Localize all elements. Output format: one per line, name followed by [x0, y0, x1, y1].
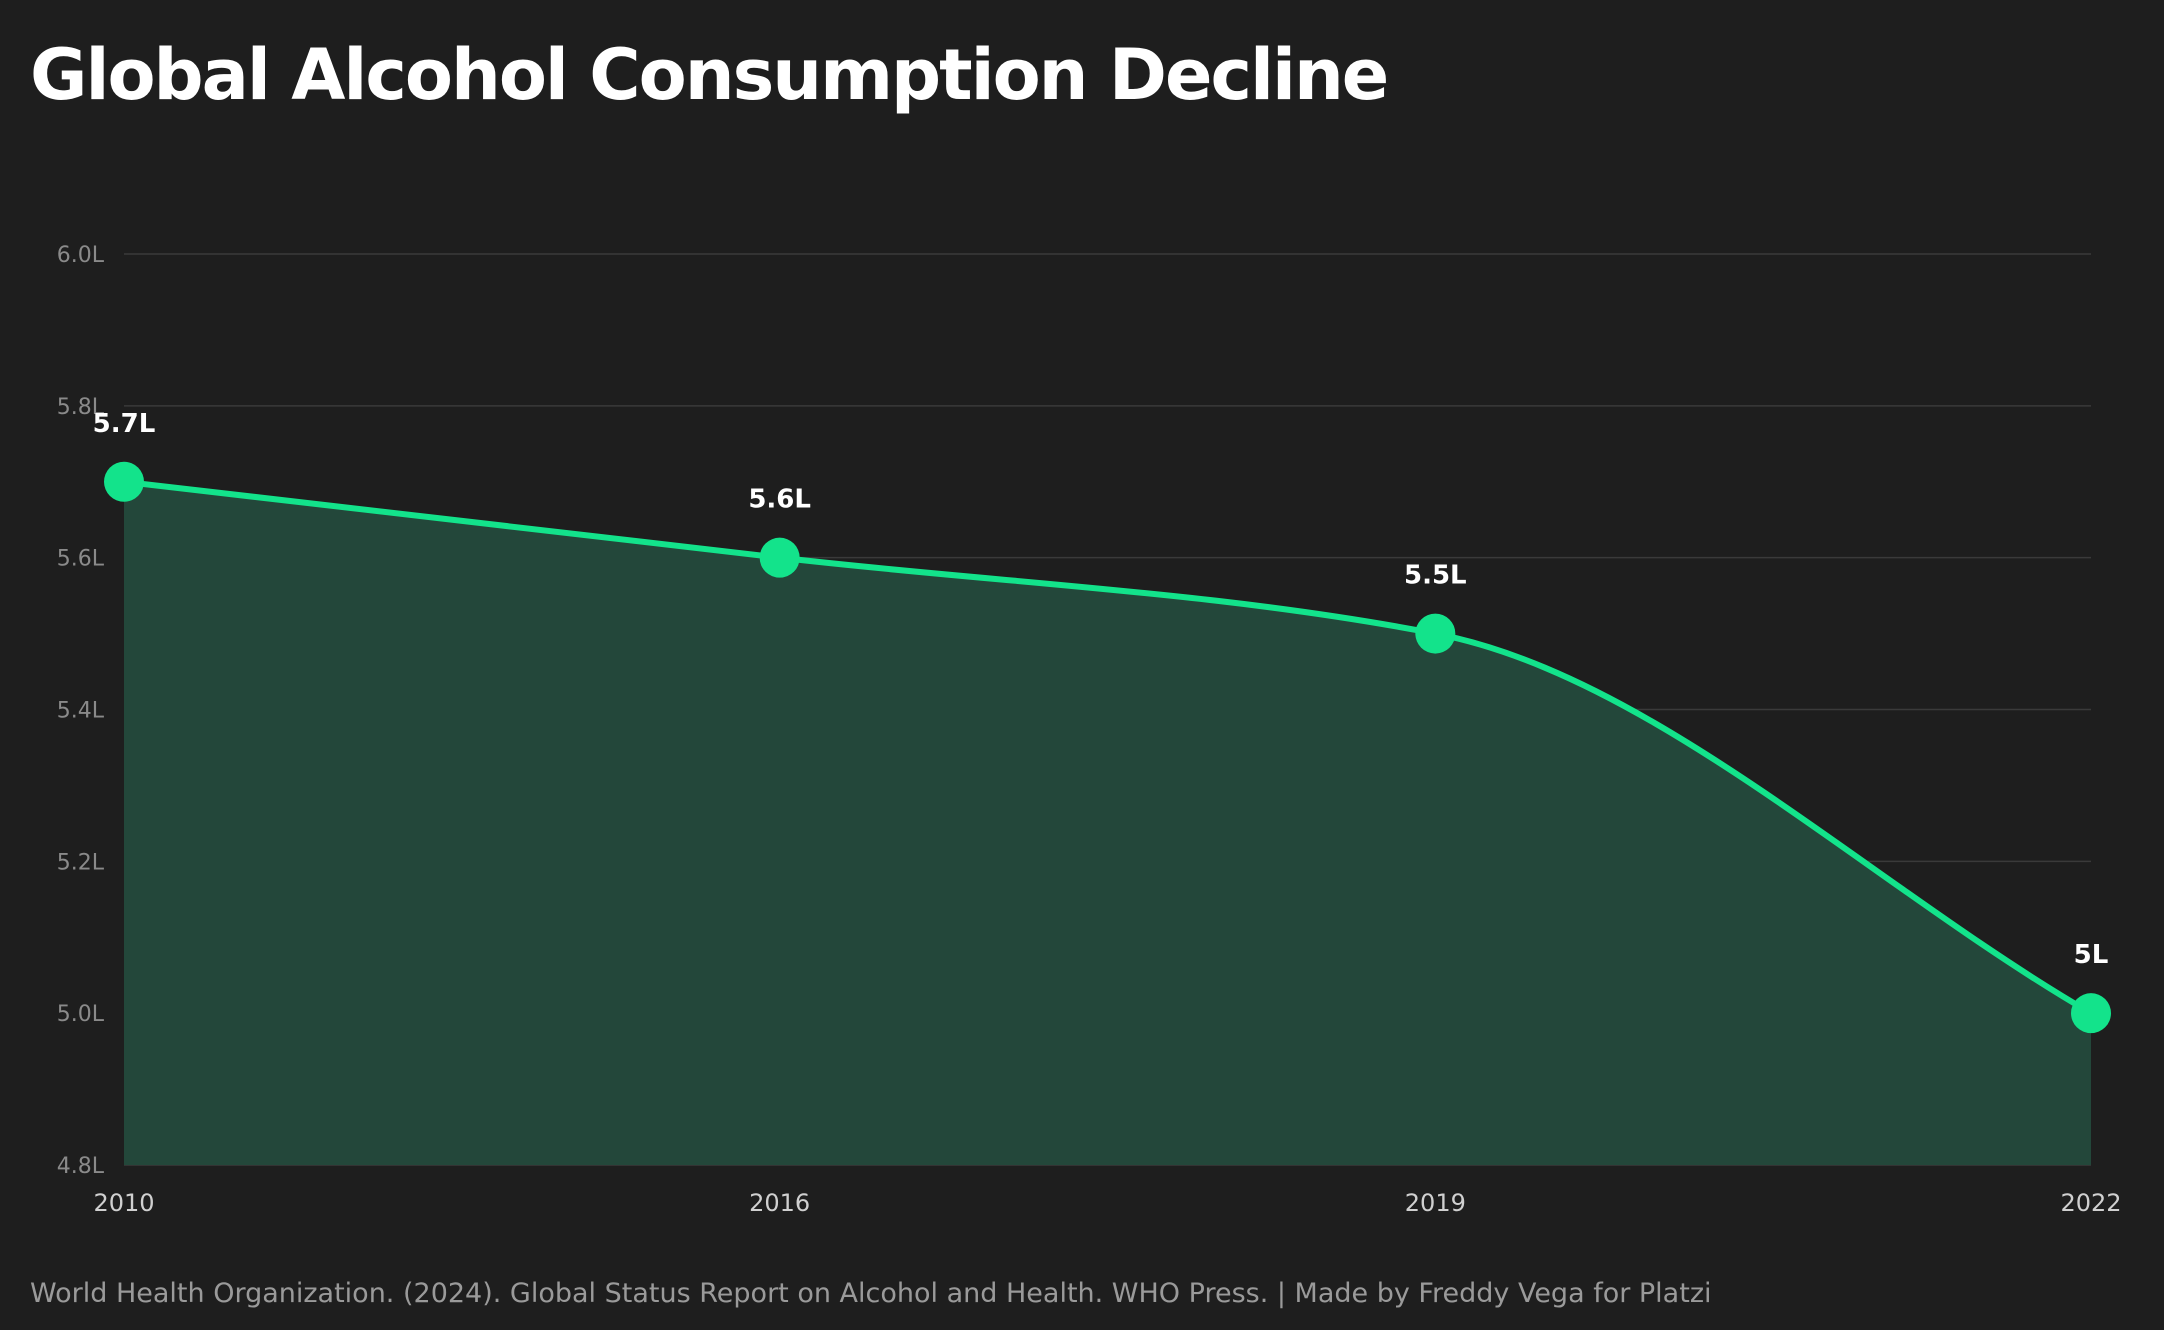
data-label: 5.6L	[748, 485, 811, 515]
y-tick-label: 5.4L	[57, 699, 105, 724]
y-tick-label: 5.6L	[57, 547, 105, 572]
data-point	[759, 537, 800, 578]
area-fill	[124, 481, 2091, 1165]
data-label: 5.7L	[93, 409, 156, 439]
y-tick-label: 4.8L	[57, 1154, 105, 1179]
source-footer: World Health Organization. (2024). Globa…	[30, 1278, 1712, 1309]
data-point	[2071, 993, 2111, 1034]
x-tick-label: 2022	[2060, 1189, 2121, 1217]
y-tick-label: 5.0L	[57, 1002, 105, 1027]
y-tick-label: 5.8L	[57, 395, 105, 420]
y-tick-label: 5.2L	[57, 850, 105, 875]
series-line	[123, 478, 2093, 1016]
x-tick-label: 2016	[749, 1189, 810, 1217]
y-tick-label: 6.0L	[57, 243, 105, 268]
data-point	[1415, 613, 1456, 654]
data-point	[104, 461, 144, 502]
data-label: 5L	[2074, 940, 2109, 970]
data-label: 5.5L	[1404, 561, 1467, 591]
x-tick-label: 2010	[93, 1189, 154, 1217]
x-tick-label: 2019	[1405, 1189, 1466, 1217]
chart-title: Global Alcohol Consumption Decline	[30, 34, 1389, 116]
